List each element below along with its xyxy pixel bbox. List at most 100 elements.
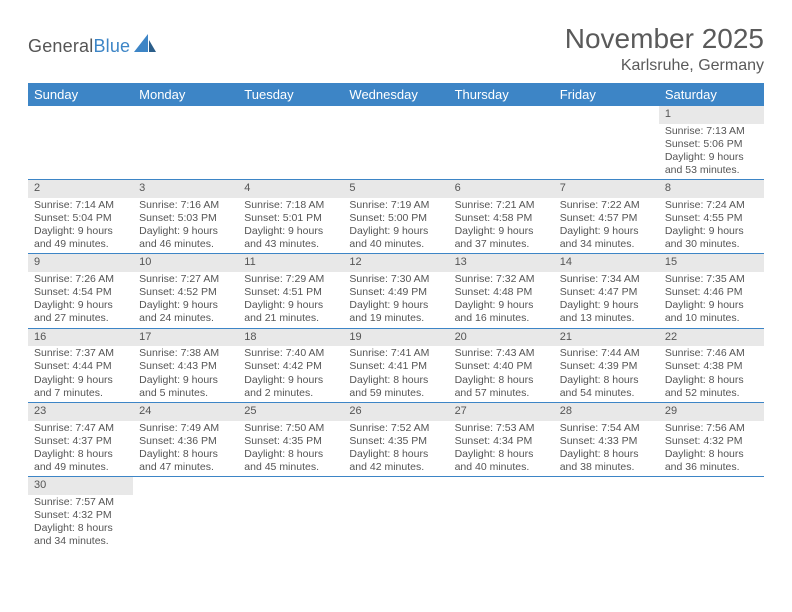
day-cell: 16Sunrise: 7:37 AMSunset: 4:44 PMDayligh… [28, 328, 133, 402]
day-number: 2 [28, 180, 133, 198]
daylight2-text: and 57 minutes. [455, 387, 548, 400]
day-number: 5 [343, 180, 448, 198]
day-cell: 25Sunrise: 7:50 AMSunset: 4:35 PMDayligh… [238, 402, 343, 476]
day-number: 13 [449, 254, 554, 272]
day-cell: 20Sunrise: 7:43 AMSunset: 4:40 PMDayligh… [449, 328, 554, 402]
daylight2-text: and 34 minutes. [34, 535, 127, 548]
daylight2-text: and 42 minutes. [349, 461, 442, 474]
logo-text-blue: Blue [93, 36, 130, 56]
empty-cell [449, 477, 554, 551]
day-number: 29 [659, 403, 764, 421]
day-body: Sunrise: 7:24 AMSunset: 4:55 PMDaylight:… [659, 198, 764, 254]
daylight2-text: and 13 minutes. [560, 312, 653, 325]
sunrise-text: Sunrise: 7:38 AM [139, 347, 232, 360]
day-cell: 19Sunrise: 7:41 AMSunset: 4:41 PMDayligh… [343, 328, 448, 402]
sunset-text: Sunset: 4:35 PM [244, 435, 337, 448]
daylight1-text: Daylight: 8 hours [349, 448, 442, 461]
sunrise-text: Sunrise: 7:24 AM [665, 199, 758, 212]
day-cell: 27Sunrise: 7:53 AMSunset: 4:34 PMDayligh… [449, 402, 554, 476]
sunrise-text: Sunrise: 7:57 AM [34, 496, 127, 509]
day-number: 20 [449, 329, 554, 347]
empty-cell [238, 106, 343, 180]
daylight1-text: Daylight: 9 hours [665, 299, 758, 312]
daylight1-text: Daylight: 9 hours [244, 374, 337, 387]
day-cell: 12Sunrise: 7:30 AMSunset: 4:49 PMDayligh… [343, 254, 448, 328]
day-body: Sunrise: 7:56 AMSunset: 4:32 PMDaylight:… [659, 421, 764, 477]
location: Karlsruhe, Germany [565, 57, 764, 75]
empty-cell [449, 106, 554, 180]
daylight1-text: Daylight: 9 hours [349, 225, 442, 238]
sunset-text: Sunset: 4:36 PM [139, 435, 232, 448]
day-body: Sunrise: 7:47 AMSunset: 4:37 PMDaylight:… [28, 421, 133, 477]
sunset-text: Sunset: 4:46 PM [665, 286, 758, 299]
day-number: 17 [133, 329, 238, 347]
daylight2-text: and 43 minutes. [244, 238, 337, 251]
sunrise-text: Sunrise: 7:53 AM [455, 422, 548, 435]
sunset-text: Sunset: 5:03 PM [139, 212, 232, 225]
daylight2-text: and 49 minutes. [34, 238, 127, 251]
daylight2-text: and 30 minutes. [665, 238, 758, 251]
day-body: Sunrise: 7:21 AMSunset: 4:58 PMDaylight:… [449, 198, 554, 254]
sunrise-text: Sunrise: 7:32 AM [455, 273, 548, 286]
day-cell: 2Sunrise: 7:14 AMSunset: 5:04 PMDaylight… [28, 180, 133, 254]
sunset-text: Sunset: 4:52 PM [139, 286, 232, 299]
daylight2-text: and 19 minutes. [349, 312, 442, 325]
sunrise-text: Sunrise: 7:27 AM [139, 273, 232, 286]
day-body: Sunrise: 7:34 AMSunset: 4:47 PMDaylight:… [554, 272, 659, 328]
sunrise-text: Sunrise: 7:49 AM [139, 422, 232, 435]
sunrise-text: Sunrise: 7:16 AM [139, 199, 232, 212]
sunset-text: Sunset: 5:00 PM [349, 212, 442, 225]
day-body: Sunrise: 7:13 AMSunset: 5:06 PMDaylight:… [659, 124, 764, 180]
day-number: 12 [343, 254, 448, 272]
sunrise-text: Sunrise: 7:35 AM [665, 273, 758, 286]
sunset-text: Sunset: 4:58 PM [455, 212, 548, 225]
daylight1-text: Daylight: 8 hours [139, 448, 232, 461]
daylight2-text: and 7 minutes. [34, 387, 127, 400]
sunset-text: Sunset: 5:01 PM [244, 212, 337, 225]
daylight1-text: Daylight: 9 hours [665, 225, 758, 238]
day-body: Sunrise: 7:38 AMSunset: 4:43 PMDaylight:… [133, 346, 238, 402]
sunset-text: Sunset: 4:57 PM [560, 212, 653, 225]
empty-cell [133, 477, 238, 551]
sunrise-text: Sunrise: 7:56 AM [665, 422, 758, 435]
week-row: 23Sunrise: 7:47 AMSunset: 4:37 PMDayligh… [28, 402, 764, 476]
daylight2-text: and 36 minutes. [665, 461, 758, 474]
daylight2-text: and 5 minutes. [139, 387, 232, 400]
daylight1-text: Daylight: 8 hours [34, 448, 127, 461]
daylight2-text: and 37 minutes. [455, 238, 548, 251]
day-cell: 26Sunrise: 7:52 AMSunset: 4:35 PMDayligh… [343, 402, 448, 476]
day-body: Sunrise: 7:35 AMSunset: 4:46 PMDaylight:… [659, 272, 764, 328]
day-cell: 8Sunrise: 7:24 AMSunset: 4:55 PMDaylight… [659, 180, 764, 254]
daylight2-text: and 2 minutes. [244, 387, 337, 400]
day-header-thursday: Thursday [449, 83, 554, 106]
day-body: Sunrise: 7:26 AMSunset: 4:54 PMDaylight:… [28, 272, 133, 328]
daylight1-text: Daylight: 9 hours [139, 299, 232, 312]
day-body: Sunrise: 7:52 AMSunset: 4:35 PMDaylight:… [343, 421, 448, 477]
daylight1-text: Daylight: 9 hours [455, 299, 548, 312]
day-number: 16 [28, 329, 133, 347]
day-number: 19 [343, 329, 448, 347]
daylight2-text: and 38 minutes. [560, 461, 653, 474]
sunrise-text: Sunrise: 7:40 AM [244, 347, 337, 360]
day-cell: 7Sunrise: 7:22 AMSunset: 4:57 PMDaylight… [554, 180, 659, 254]
daylight2-text: and 47 minutes. [139, 461, 232, 474]
daylight1-text: Daylight: 9 hours [34, 299, 127, 312]
day-number: 21 [554, 329, 659, 347]
daylight1-text: Daylight: 9 hours [139, 374, 232, 387]
sunset-text: Sunset: 4:48 PM [455, 286, 548, 299]
day-number: 3 [133, 180, 238, 198]
day-body: Sunrise: 7:18 AMSunset: 5:01 PMDaylight:… [238, 198, 343, 254]
daylight1-text: Daylight: 8 hours [349, 374, 442, 387]
sail-icon [134, 34, 156, 59]
sunrise-text: Sunrise: 7:43 AM [455, 347, 548, 360]
day-body: Sunrise: 7:53 AMSunset: 4:34 PMDaylight:… [449, 421, 554, 477]
day-body: Sunrise: 7:46 AMSunset: 4:38 PMDaylight:… [659, 346, 764, 402]
calendar-body: 1Sunrise: 7:13 AMSunset: 5:06 PMDaylight… [28, 106, 764, 551]
sunrise-text: Sunrise: 7:14 AM [34, 199, 127, 212]
week-row: 16Sunrise: 7:37 AMSunset: 4:44 PMDayligh… [28, 328, 764, 402]
empty-cell [133, 106, 238, 180]
day-number: 24 [133, 403, 238, 421]
sunset-text: Sunset: 4:42 PM [244, 360, 337, 373]
daylight2-text: and 49 minutes. [34, 461, 127, 474]
day-header-tuesday: Tuesday [238, 83, 343, 106]
